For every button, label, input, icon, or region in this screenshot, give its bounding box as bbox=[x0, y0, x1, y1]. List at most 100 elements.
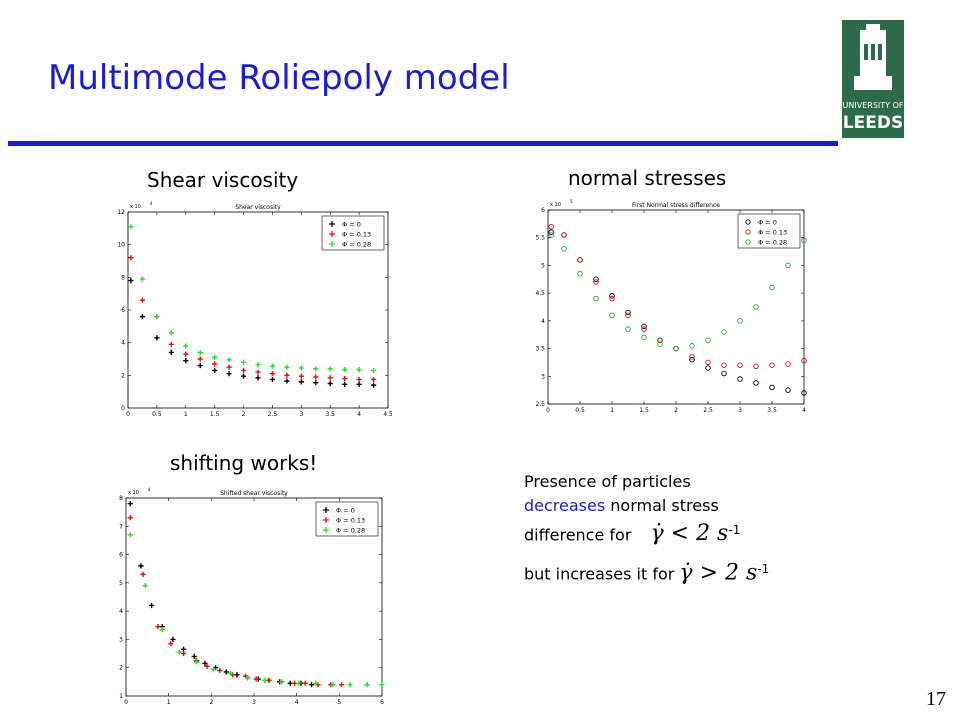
data-point bbox=[138, 563, 144, 569]
data-point bbox=[593, 295, 599, 302]
data-point bbox=[342, 381, 348, 387]
data-point bbox=[721, 329, 727, 335]
x-tick-label: 3 bbox=[299, 411, 303, 418]
data-point bbox=[255, 375, 261, 381]
data-point bbox=[673, 345, 679, 352]
formula-greater-than: γ̇ > 2 s bbox=[679, 560, 758, 586]
legend-marker bbox=[745, 229, 751, 235]
legend-label: Φ = 0.13 bbox=[758, 229, 787, 237]
x-tick-label: 2 bbox=[242, 411, 246, 418]
data-point bbox=[330, 682, 336, 688]
legend-marker bbox=[323, 507, 329, 513]
note-line-2: decreases normal stress bbox=[524, 494, 769, 518]
data-point bbox=[785, 361, 791, 367]
legend-marker bbox=[329, 221, 335, 227]
data-point bbox=[705, 337, 711, 344]
note-line-1: Presence of particles bbox=[524, 472, 691, 491]
data-point bbox=[212, 354, 218, 360]
data-point bbox=[181, 650, 187, 657]
y-tick-label: 1 bbox=[119, 693, 123, 700]
data-point bbox=[342, 367, 348, 373]
data-point bbox=[753, 304, 759, 310]
data-point bbox=[327, 375, 333, 381]
data-point bbox=[342, 376, 348, 382]
data-point bbox=[197, 349, 203, 356]
data-point bbox=[245, 675, 251, 681]
data-point bbox=[284, 364, 290, 370]
data-point bbox=[226, 357, 232, 363]
x-tick-label: 4 bbox=[357, 411, 361, 418]
x-tick-label: 3 bbox=[252, 699, 256, 706]
data-point bbox=[593, 276, 599, 283]
data-point bbox=[313, 380, 319, 386]
y-tick-label: 3.5 bbox=[535, 346, 545, 353]
data-point bbox=[154, 313, 160, 320]
data-point bbox=[370, 382, 377, 388]
data-point bbox=[721, 362, 727, 368]
y-tick-label: 10 bbox=[117, 242, 125, 249]
data-point bbox=[284, 372, 290, 378]
data-point bbox=[370, 376, 377, 383]
data-point bbox=[801, 237, 807, 244]
data-point bbox=[149, 602, 155, 609]
data-point bbox=[183, 358, 189, 364]
data-point bbox=[154, 335, 160, 341]
scale-factor-exponent: 4 bbox=[150, 201, 153, 206]
legend-label: Φ = 0.28 bbox=[336, 527, 365, 535]
data-point bbox=[183, 343, 189, 349]
x-tick-label: 0 bbox=[546, 407, 550, 414]
data-point bbox=[240, 367, 247, 374]
data-point bbox=[609, 312, 615, 319]
data-point bbox=[705, 359, 711, 366]
data-point bbox=[127, 501, 133, 507]
data-point bbox=[689, 343, 695, 349]
data-point bbox=[197, 362, 203, 369]
x-tick-label: 1 bbox=[610, 407, 614, 414]
x-tick-label: 1 bbox=[167, 699, 171, 706]
data-point bbox=[284, 378, 290, 384]
x-tick-label: 1 bbox=[184, 411, 188, 418]
data-point bbox=[210, 666, 217, 672]
data-point bbox=[298, 373, 304, 379]
legend-marker bbox=[329, 231, 335, 237]
legend-label: Φ = 0 bbox=[342, 221, 361, 229]
data-point bbox=[279, 679, 285, 685]
data-point bbox=[255, 362, 261, 368]
formula-less-than: γ̇ < 2 s bbox=[650, 521, 729, 547]
data-point bbox=[785, 387, 791, 393]
y-tick-label: 4.5 bbox=[535, 290, 545, 297]
plot-title: Shifted shear viscosity bbox=[220, 490, 288, 497]
x-tick-label: 1.5 bbox=[210, 411, 220, 418]
scale-factor-exponent: 4 bbox=[148, 487, 151, 492]
data-point bbox=[769, 384, 775, 391]
legend-marker bbox=[323, 517, 329, 523]
data-point bbox=[379, 682, 385, 688]
data-point bbox=[347, 682, 353, 688]
x-tick-label: 5 bbox=[337, 699, 341, 706]
data-point bbox=[253, 676, 259, 682]
data-point bbox=[801, 390, 807, 396]
data-point bbox=[142, 583, 148, 589]
data-point bbox=[737, 318, 743, 324]
data-point bbox=[191, 653, 197, 659]
data-point bbox=[255, 369, 261, 375]
data-point bbox=[641, 334, 647, 341]
data-point bbox=[356, 381, 362, 387]
data-point bbox=[296, 680, 302, 686]
x-tick-label: 2.5 bbox=[703, 407, 713, 414]
legend-label: Φ = 0.28 bbox=[758, 239, 787, 247]
data-point bbox=[227, 670, 234, 676]
y-tick-label: 5.5 bbox=[535, 235, 545, 242]
data-point bbox=[801, 358, 807, 364]
data-point bbox=[313, 374, 319, 380]
data-point bbox=[226, 364, 232, 370]
legend-label: Φ = 0.28 bbox=[342, 241, 371, 249]
data-point bbox=[625, 312, 631, 319]
data-point bbox=[737, 362, 743, 368]
y-tick-label: 2 bbox=[119, 665, 123, 672]
chart-shifted-viscosity: Shifted shear viscosity x 10 4 0 1 2 3 4 5 6 1 2 3 4 5… bbox=[110, 484, 390, 710]
y-tick-label: 6 bbox=[119, 552, 123, 559]
data-point bbox=[193, 659, 199, 665]
data-point bbox=[302, 680, 308, 686]
